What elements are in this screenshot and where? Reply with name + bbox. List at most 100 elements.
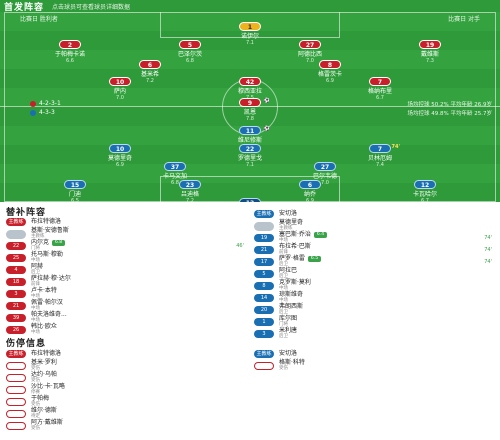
list-item[interactable]: 4 阿赫 后卫: [6, 264, 246, 276]
name-line: 基斯·安德鲁斯: [31, 228, 69, 234]
name-line: 阿拉巴: [279, 268, 297, 274]
row-text: 米利唐 后卫: [279, 328, 297, 340]
home-player[interactable]: 2 于帕梅卡诺 6.6: [30, 32, 110, 64]
list-item[interactable]: 阿方·戴维斯 受伤: [6, 420, 246, 432]
avatar: [6, 229, 26, 239]
away-player[interactable]: 7 74' 贝林厄姆 7.4: [340, 136, 420, 168]
list-item[interactable]: 21 布拉希·巴斯 前锋 74': [254, 244, 494, 256]
list-item[interactable]: 主教练 布拉特德洛: [6, 216, 246, 228]
row-text: 基米·罗利 受伤: [31, 360, 57, 372]
player-rating: 7.0: [116, 95, 124, 101]
player-position: 后卫: [31, 270, 40, 275]
row-text: 克罗斯·莫利 中场: [279, 280, 311, 292]
list-item[interactable]: 22 内尔克 6.8 门将 46': [6, 240, 246, 252]
list-item[interactable]: 主教练 安切洛: [254, 208, 494, 220]
list-item[interactable]: 18 萨拉赫·穆·达尔 前锋: [6, 276, 246, 288]
list-item[interactable]: 达约·乌帕 受伤: [6, 372, 246, 384]
player-name: 萨内: [113, 88, 126, 95]
list-item[interactable]: 3 米利唐 后卫: [254, 328, 494, 340]
penalty-box-bottom: [160, 176, 340, 202]
name-line: 托马斯·穆勒: [31, 252, 63, 258]
list-item[interactable]: 莫德里奇 主教练: [254, 220, 494, 232]
player-name: 卡马文加: [162, 173, 187, 180]
home-player[interactable]: 7 格纳布里 6.7: [340, 69, 420, 101]
injury-icon: [6, 362, 26, 370]
home-team-name: 比赛日 胜利者: [20, 16, 58, 23]
away-player[interactable]: 10 莫德里奇 6.9: [80, 136, 160, 168]
list-item[interactable]: 基米·罗利 受伤: [6, 360, 246, 372]
list-item[interactable]: 25 托马斯·穆勒 中场: [6, 252, 246, 264]
injury-icon: [6, 374, 26, 382]
shirt-number: 10: [109, 77, 131, 86]
player-position: 后卫: [279, 262, 288, 267]
home-player[interactable]: 1 诺伊尔 7.1: [210, 14, 290, 46]
away-player[interactable]: 13卢宁6.6: [210, 190, 290, 202]
name-line: 弗朗西斯: [279, 304, 303, 310]
coach-badge: 主教练: [6, 350, 26, 358]
player-name: 戴维斯: [420, 51, 439, 58]
list-item[interactable]: 17 萨罗·格雷 6.5 后卫 74': [254, 256, 494, 268]
away-player[interactable]: 12 卡瓦哈尔 6.7: [385, 172, 465, 202]
home-player[interactable]: 10 萨内 7.0: [80, 69, 160, 101]
player-name: 佩雷·帕尔汉: [31, 299, 63, 306]
home-player[interactable]: 9 ⚽ 凯恩 7.8: [210, 90, 290, 122]
rating-chip: 6.8: [52, 240, 66, 246]
player-name: 韩比·欧众: [31, 323, 57, 330]
player-name: 布拉希·巴斯: [279, 243, 311, 250]
away-player[interactable]: 27 巴尔韦德 7.0: [285, 154, 365, 186]
home-player[interactable]: 6 基米希 7.2: [110, 52, 190, 84]
shirt-badge: 5: [254, 270, 274, 278]
list-item[interactable]: 20 弗朗西斯 后卫: [254, 304, 494, 316]
list-item[interactable]: 3 卢卡·本特 中场: [6, 288, 246, 300]
player-position: 中场: [31, 330, 40, 335]
player-rating: 7.1: [246, 40, 254, 46]
home-player[interactable]: 8 格雷茨卡 6.9: [290, 52, 370, 84]
player-name: 沙比·卡·瓦略: [31, 383, 65, 390]
row-text: 布拉希·巴斯 前锋: [279, 244, 311, 256]
row-text: 布拉特德洛: [31, 351, 61, 357]
name-line: 安切洛: [279, 211, 297, 217]
list-item[interactable]: 沙比·卡·瓦略 停赛: [6, 384, 246, 396]
player-name: 内尔克: [31, 239, 50, 246]
list-item[interactable]: 21 佩雷·帕尔汉 中场: [6, 300, 246, 312]
list-item[interactable]: 主教练 安切洛: [254, 348, 494, 360]
list-item[interactable]: 39 帕夫洛维奇... 中场: [6, 312, 246, 324]
name-line: 阿方·戴维斯: [31, 420, 63, 426]
pitch-stripe: [0, 164, 500, 183]
row-text: 安切洛: [279, 351, 297, 357]
injury-icon: [6, 398, 26, 406]
home-player[interactable]: 27 阿德比西 7.0: [270, 32, 350, 64]
away-player[interactable]: 37 卡马文加 6.8: [135, 154, 215, 186]
list-item[interactable]: 19 塞巴斯·乔治 6.4 中场 74': [254, 232, 494, 244]
row-text: 阿赫 后卫: [31, 264, 43, 276]
list-item[interactable]: 主教练 布拉特德洛: [6, 348, 246, 360]
away-player[interactable]: 15 门迪 6.5: [35, 172, 115, 202]
away-player[interactable]: 23 吕迪格 7.2: [150, 172, 230, 202]
list-item[interactable]: 维尔·德斯 待定: [6, 408, 246, 420]
away-color-dot: [30, 109, 36, 116]
player-name: 于帕梅: [31, 395, 50, 402]
shirt-number: 27: [314, 162, 336, 171]
list-item[interactable]: 26 韩比·欧众 中场: [6, 324, 246, 336]
list-item[interactable]: 8 克罗斯·莫利 中场: [254, 280, 494, 292]
away-player[interactable]: 6 纳乔 6.9: [270, 172, 350, 202]
list-item[interactable]: 基斯·安德鲁斯 主教练: [6, 228, 246, 240]
home-player[interactable]: 5 巴泽尔茨 6.8: [150, 32, 230, 64]
player-position: 前锋: [31, 282, 40, 287]
away-player[interactable]: 22 罗德里戈 7.1: [210, 136, 290, 168]
list-item[interactable]: 5 阿拉巴 后卫: [254, 268, 494, 280]
player-position: 受伤: [31, 366, 40, 371]
coach-badge: 主教练: [254, 210, 274, 218]
player-position: 中场: [279, 286, 288, 291]
list-item[interactable]: 于帕梅 受伤: [6, 396, 246, 408]
list-item[interactable]: 格斯·科特 受伤: [254, 360, 494, 372]
pitch-stripe: [0, 12, 500, 31]
home-player[interactable]: 19 戴维斯 7.3: [390, 32, 470, 64]
bench-away-list: 主教练 安切洛 莫德里奇 主教练 19 塞巴斯·乔治 6.4 中场 74' 21 布拉希·巴斯 前锋 7…: [254, 208, 494, 340]
player-rating: 6.8: [171, 180, 179, 186]
list-item[interactable]: 14 琼斯维奇 中场: [254, 292, 494, 304]
list-item[interactable]: 1 库尔图 门将: [254, 316, 494, 328]
row-text: 托马斯·穆勒 中场: [31, 252, 63, 264]
home-stats: 场均控球 50.2% 平均年龄 26.9岁: [407, 102, 492, 108]
player-name: 帕夫洛维奇...: [31, 311, 67, 318]
